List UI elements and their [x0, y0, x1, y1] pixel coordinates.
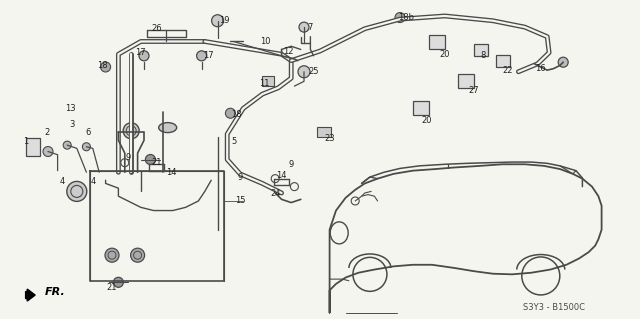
- Text: 12: 12: [283, 47, 293, 56]
- Text: 14: 14: [166, 168, 177, 177]
- Text: 27: 27: [468, 86, 479, 95]
- Circle shape: [298, 66, 310, 78]
- Text: S3Y3 - B1500C: S3Y3 - B1500C: [523, 303, 584, 312]
- Circle shape: [299, 22, 309, 32]
- Text: 7: 7: [308, 23, 313, 32]
- Text: 14: 14: [276, 171, 287, 180]
- Text: 1: 1: [23, 137, 28, 146]
- Text: 26: 26: [152, 24, 162, 33]
- Text: 16: 16: [536, 64, 546, 73]
- Text: 15: 15: [235, 197, 245, 205]
- Text: 19: 19: [219, 16, 229, 25]
- Circle shape: [105, 248, 119, 262]
- Circle shape: [63, 141, 71, 149]
- Text: 10: 10: [260, 37, 271, 46]
- Text: 18b: 18b: [398, 13, 415, 22]
- Text: 18: 18: [97, 61, 108, 70]
- Text: 9: 9: [237, 173, 243, 182]
- Circle shape: [212, 15, 223, 27]
- Text: 20: 20: [422, 116, 432, 125]
- Circle shape: [43, 146, 53, 157]
- Bar: [458, 74, 474, 88]
- Circle shape: [100, 62, 111, 72]
- Text: FR.: FR.: [45, 287, 65, 297]
- Bar: [496, 55, 510, 67]
- Bar: [26, 138, 40, 156]
- Ellipse shape: [159, 122, 177, 133]
- Circle shape: [83, 143, 90, 151]
- Text: 22: 22: [502, 66, 513, 75]
- Circle shape: [558, 57, 568, 67]
- Text: 24: 24: [270, 189, 280, 198]
- Text: 23: 23: [324, 134, 335, 143]
- FancyArrow shape: [26, 289, 35, 301]
- Circle shape: [113, 277, 124, 287]
- Text: 2: 2: [44, 128, 49, 137]
- Circle shape: [123, 123, 140, 139]
- Text: 25: 25: [308, 67, 319, 76]
- Circle shape: [145, 154, 156, 165]
- Text: 5: 5: [231, 137, 236, 146]
- Text: 20: 20: [440, 50, 450, 59]
- Bar: [413, 101, 429, 115]
- Bar: [474, 44, 488, 56]
- Text: 3: 3: [70, 120, 75, 129]
- Text: 21: 21: [152, 158, 162, 167]
- Text: 9: 9: [125, 153, 131, 162]
- Text: 4: 4: [60, 177, 65, 186]
- Text: 11: 11: [259, 79, 269, 88]
- Bar: [429, 35, 445, 49]
- Text: 17: 17: [203, 51, 213, 60]
- Bar: [262, 76, 275, 86]
- Circle shape: [131, 248, 145, 262]
- Circle shape: [196, 51, 207, 61]
- Text: 21: 21: [107, 283, 117, 292]
- Text: 17: 17: [136, 48, 146, 57]
- Circle shape: [139, 51, 149, 61]
- Bar: [317, 127, 331, 137]
- Circle shape: [67, 182, 87, 201]
- Text: 8: 8: [481, 51, 486, 60]
- Text: 18: 18: [232, 110, 242, 119]
- Circle shape: [395, 12, 405, 23]
- Text: 4: 4: [90, 177, 95, 186]
- Text: 9: 9: [289, 160, 294, 169]
- Text: 13: 13: [65, 104, 76, 113]
- Text: 6: 6: [86, 128, 91, 137]
- Circle shape: [225, 108, 236, 118]
